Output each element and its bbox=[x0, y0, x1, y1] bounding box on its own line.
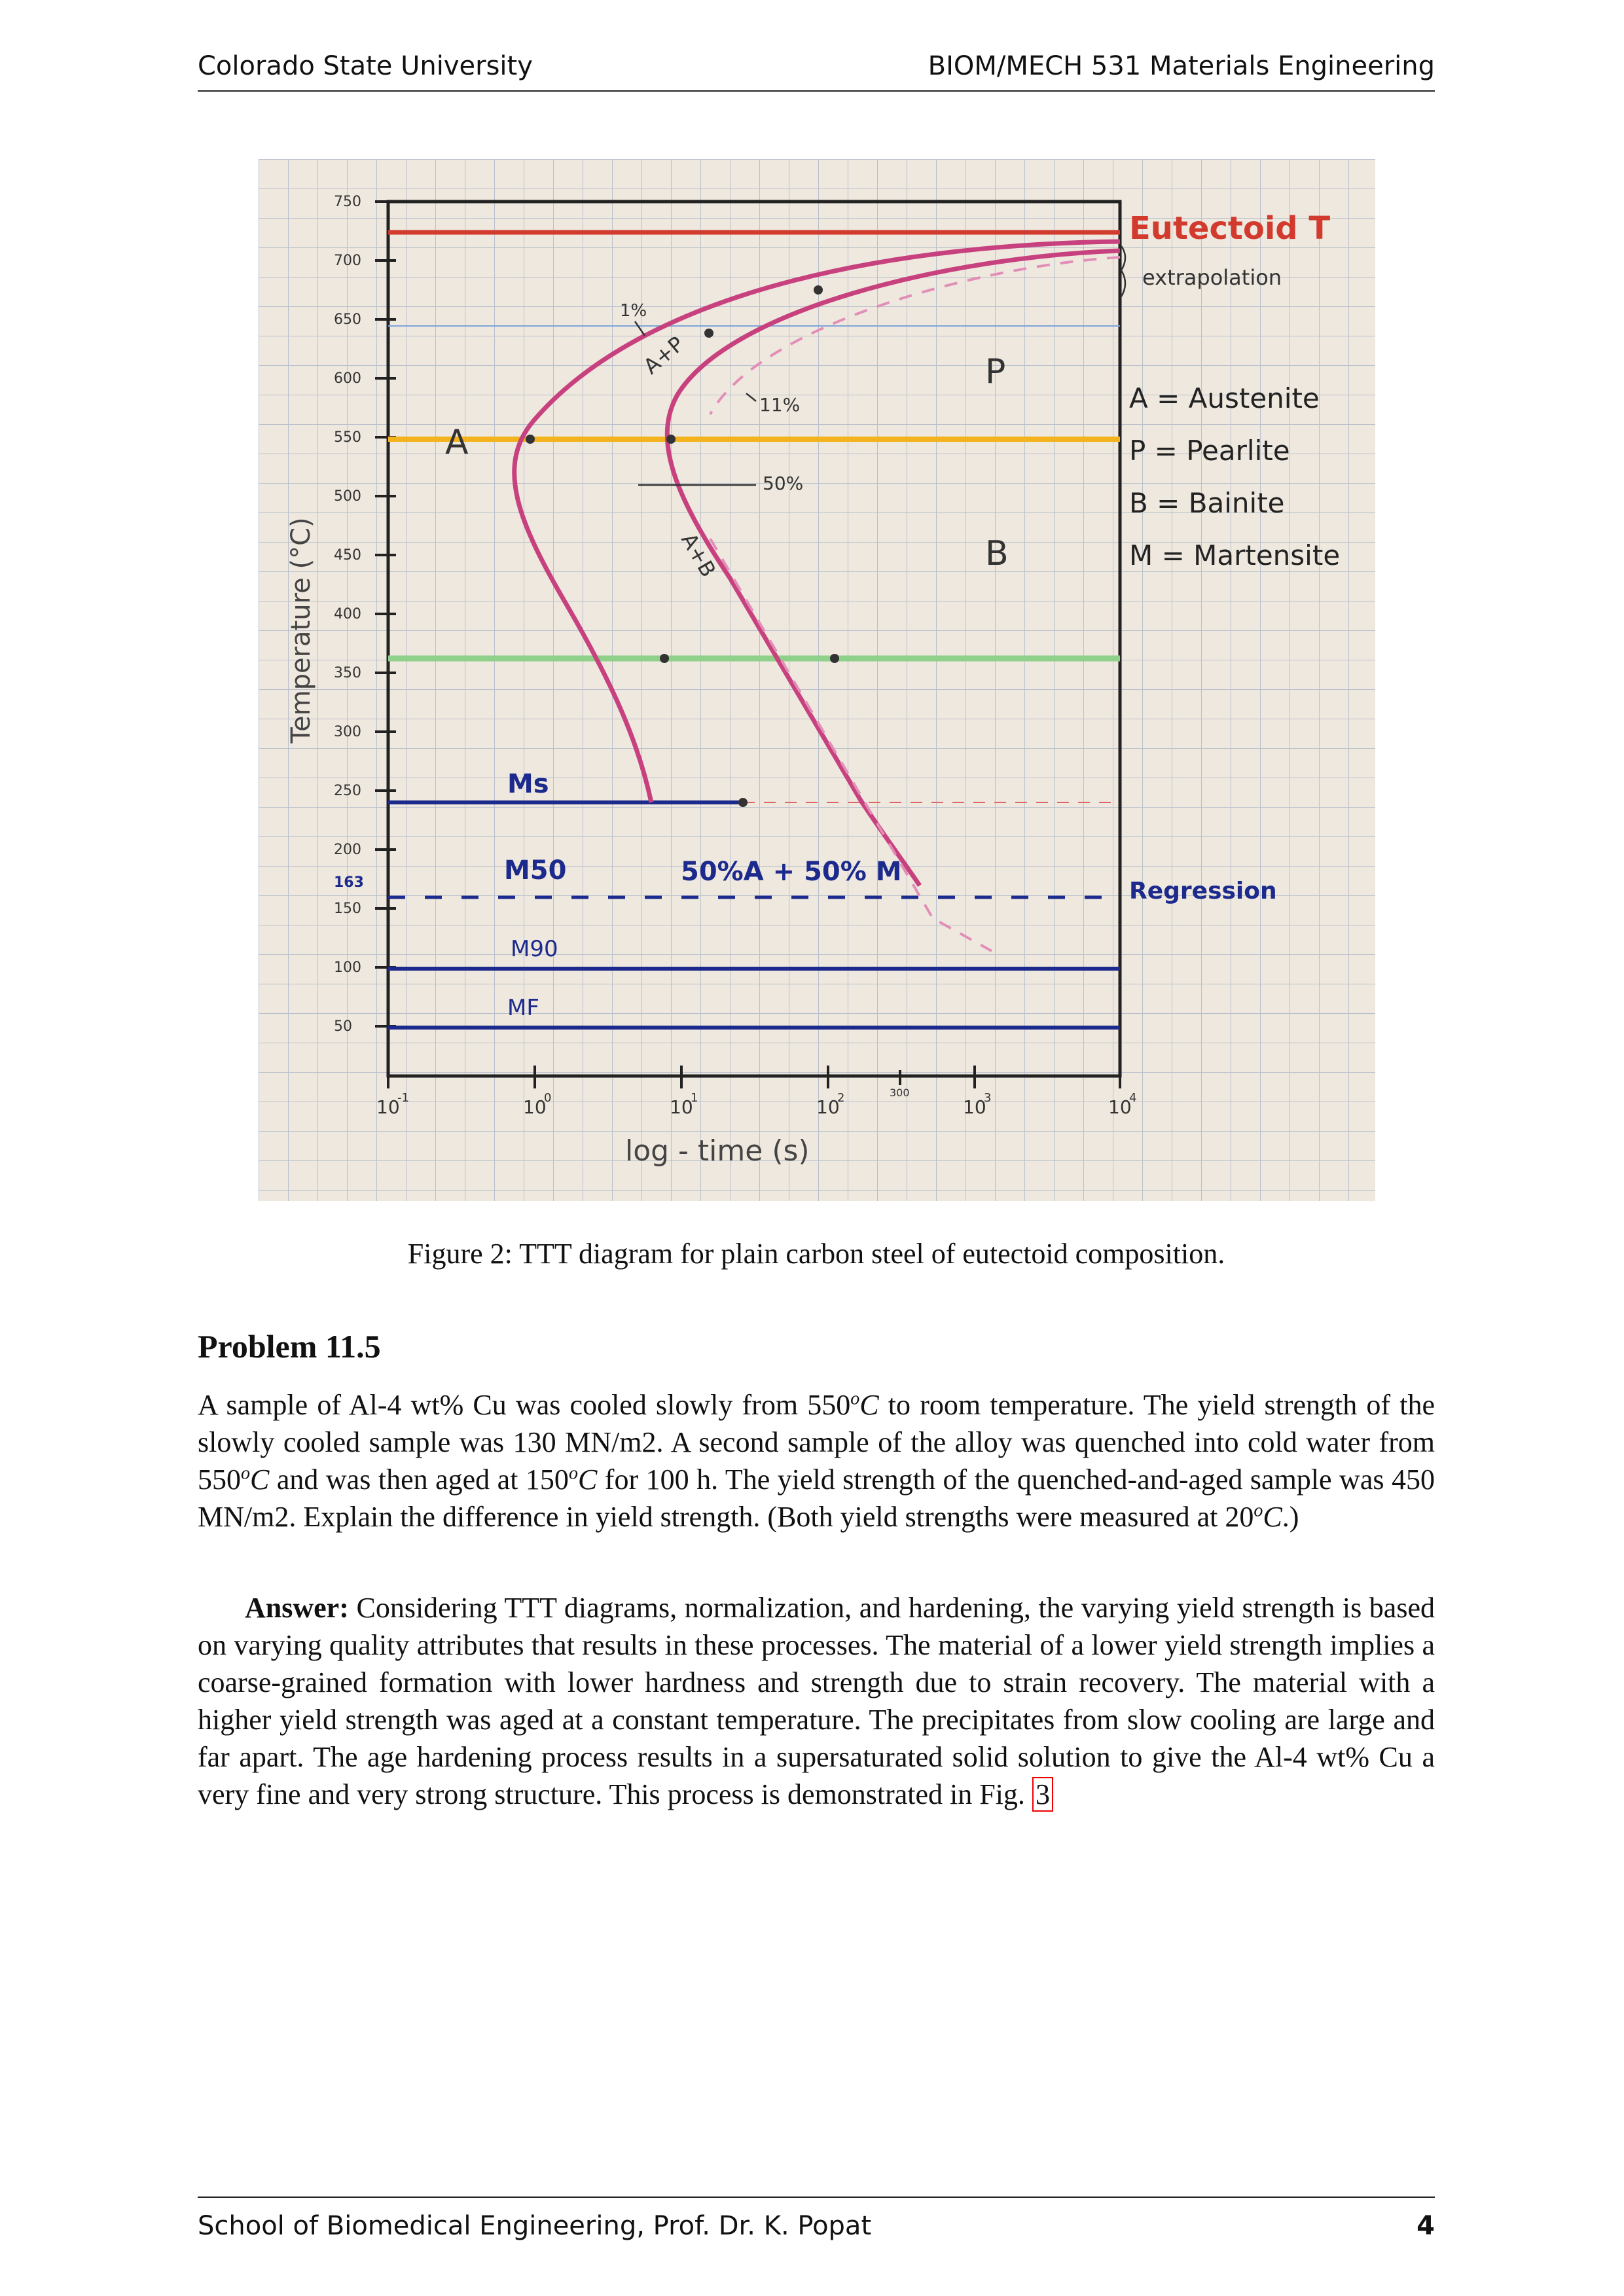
annotation-arrows bbox=[634, 245, 1127, 486]
x-tick-exp: 1 bbox=[691, 1091, 698, 1105]
x-tick-exp: 0 bbox=[544, 1091, 551, 1105]
x-tick-base: 10 bbox=[376, 1096, 400, 1118]
problem-text: for 100 h. The yield strength of the que… bbox=[198, 1463, 1435, 1533]
figure-caption: Figure 2: TTT diagram for plain carbon s… bbox=[407, 1238, 1225, 1270]
y-tick-163: 163 bbox=[334, 874, 364, 891]
x-tick-exp: 3 bbox=[984, 1091, 991, 1105]
region-p-label: P bbox=[985, 352, 1005, 391]
curve-point bbox=[526, 435, 535, 444]
unit: C bbox=[250, 1463, 270, 1496]
graph-paper-grid bbox=[259, 159, 1375, 1201]
x-tick-300: 300 bbox=[890, 1086, 910, 1099]
curve-point bbox=[814, 285, 823, 295]
footer-left: School of Biomedical Engineering, Prof. … bbox=[198, 2211, 872, 2241]
degree-sup: o bbox=[1254, 1500, 1263, 1521]
answer-paragraph: Answer: Considering TTT diagrams, normal… bbox=[198, 1589, 1435, 1813]
y-axis-title: Temperature (°C) bbox=[286, 517, 316, 744]
header-right: BIOM/MECH 531 Materials Engineering bbox=[928, 51, 1435, 81]
y-tick: 50 bbox=[334, 1018, 352, 1035]
problem-text: to room temperature. The yield strength … bbox=[198, 1389, 1435, 1496]
y-tick: 250 bbox=[334, 783, 361, 799]
unit: C bbox=[577, 1463, 598, 1496]
curve-50pct bbox=[709, 256, 1121, 415]
x-axis-title: log - time (s) bbox=[625, 1134, 810, 1168]
m90-label: M90 bbox=[511, 936, 558, 962]
mix-label: 50%A + 50% M bbox=[681, 857, 902, 887]
x-tick-base: 10 bbox=[1108, 1096, 1132, 1118]
fifty-pct-label: 50% bbox=[763, 473, 803, 494]
degree-sup: o bbox=[850, 1388, 860, 1409]
mf-label: MF bbox=[507, 995, 539, 1021]
ms-label: Ms bbox=[507, 769, 549, 799]
y-tick: 700 bbox=[334, 253, 361, 269]
legend-pearlite: P = Pearlite bbox=[1129, 435, 1290, 467]
page-number: 4 bbox=[1416, 2211, 1435, 2241]
x-tick-marks bbox=[387, 1066, 1121, 1088]
curve-point bbox=[738, 798, 748, 807]
y-tick-marks bbox=[375, 200, 396, 1028]
x-tick-base: 10 bbox=[523, 1096, 547, 1118]
ttt-diagram-figure: 750 700 650 600 550 500 450 400 350 300 … bbox=[259, 159, 1375, 1201]
problem-title: Problem 11.5 bbox=[198, 1328, 381, 1365]
x-tick-exp: 4 bbox=[1129, 1091, 1136, 1105]
x-tick-exp: 2 bbox=[837, 1091, 844, 1105]
page-header: Colorado State University BIOM/MECH 531 … bbox=[198, 51, 1435, 92]
figure-3-link[interactable]: 3 bbox=[1032, 1777, 1053, 1812]
curve-point bbox=[660, 654, 669, 663]
problem-text: A sample of Al-4 wt% Cu was cooled slowl… bbox=[198, 1389, 851, 1421]
curve-point bbox=[666, 435, 676, 444]
y-tick: 350 bbox=[334, 665, 361, 681]
answer-label: Answer: bbox=[245, 1592, 349, 1624]
curve-extension-dashed bbox=[709, 537, 992, 952]
region-b-label: B bbox=[985, 534, 1009, 573]
x-tick-base: 10 bbox=[670, 1096, 693, 1118]
y-tick: 450 bbox=[334, 547, 361, 564]
eutectoid-label: Eutectoid T bbox=[1129, 210, 1330, 247]
curve-point bbox=[704, 329, 713, 338]
extrapolation-label: extrapolation bbox=[1142, 265, 1282, 290]
legend-austenite: A = Austenite bbox=[1129, 382, 1320, 414]
one-pct-label: 1% bbox=[620, 301, 647, 321]
finish-curve-99pct bbox=[664, 248, 1121, 887]
legend-martensite: M = Martensite bbox=[1129, 539, 1340, 571]
y-tick: 600 bbox=[334, 370, 361, 387]
degree-sup: o bbox=[241, 1463, 250, 1484]
problem-statement: A sample of Al-4 wt% Cu was cooled slowl… bbox=[198, 1386, 1435, 1535]
plot-frame bbox=[386, 200, 1122, 1078]
handwritten-labels: Eutectoid T Regression extrapolation A =… bbox=[445, 210, 1340, 1021]
y-tick-labels: 750 700 650 600 550 500 450 400 350 300 … bbox=[334, 194, 364, 1035]
regression-label: Regression bbox=[1129, 878, 1277, 905]
start-curve-1pct bbox=[512, 239, 1121, 803]
y-tick: 500 bbox=[334, 488, 361, 505]
x-tick-base: 10 bbox=[816, 1096, 840, 1118]
legend-bainite: B = Bainite bbox=[1129, 487, 1285, 519]
curve-point bbox=[830, 654, 839, 663]
problem-text: and was then aged at 150 bbox=[269, 1463, 569, 1496]
unit: C bbox=[1263, 1501, 1282, 1533]
y-tick: 750 bbox=[334, 194, 361, 210]
header-left: Colorado State University bbox=[198, 51, 533, 81]
answer-text: Considering TTT diagrams, normalization,… bbox=[198, 1592, 1435, 1810]
y-tick: 400 bbox=[334, 606, 361, 622]
m50-label: M50 bbox=[504, 855, 566, 886]
x-tick-base: 10 bbox=[963, 1096, 986, 1118]
degree-sup: o bbox=[568, 1463, 578, 1484]
page-footer: School of Biomedical Engineering, Prof. … bbox=[198, 2197, 1435, 2241]
region-a-label: A bbox=[445, 423, 469, 462]
eleven-pct-label: 11% bbox=[759, 394, 800, 416]
y-tick: 550 bbox=[334, 429, 361, 446]
y-tick: 100 bbox=[334, 960, 361, 976]
y-tick: 300 bbox=[334, 724, 361, 740]
x-tick-labels: 10 -1 10 0 10 1 10 2 10 3 10 4 300 bbox=[376, 1086, 1136, 1118]
x-tick-exp: -1 bbox=[397, 1091, 409, 1105]
y-tick: 650 bbox=[334, 312, 361, 328]
ttt-diagram-photo: 750 700 650 600 550 500 450 400 350 300 … bbox=[259, 159, 1375, 1201]
y-tick: 200 bbox=[334, 842, 361, 858]
problem-text: .) bbox=[1282, 1501, 1299, 1533]
unit: C bbox=[859, 1389, 879, 1421]
y-tick: 150 bbox=[334, 901, 361, 917]
